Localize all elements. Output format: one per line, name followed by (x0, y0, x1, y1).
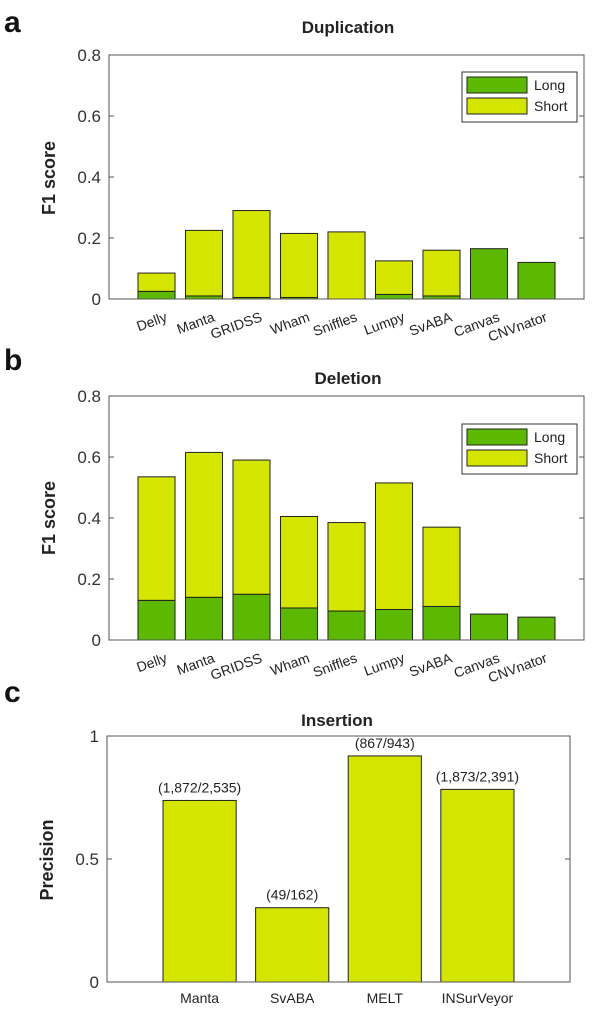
y-tick-label: 0.6 (77, 448, 101, 467)
data-label-insurveyor: (1,873/2,391) (436, 768, 519, 784)
x-tick-label-manta: Manta (180, 990, 219, 1006)
legend-swatch-long (466, 428, 528, 446)
bar-short-svaba (422, 526, 461, 607)
data-label-manta: (1,872/2,535) (158, 779, 241, 795)
x-tick-label-gridss: GRIDSS (208, 650, 264, 683)
bar-long-delly (137, 290, 176, 300)
x-tick-label-delly: Delly (134, 309, 169, 335)
bar-short-svaba (422, 249, 461, 297)
chart-title-insertion: Insertion (301, 711, 373, 730)
y-tick-label: 0 (92, 631, 101, 650)
y-tick-label: 0.8 (77, 387, 101, 406)
bar-long-cnvnator (517, 261, 556, 300)
bar-long-canvas (469, 613, 509, 641)
y-tick-label: 1 (90, 727, 99, 746)
bar-short-wham (279, 515, 319, 609)
bar-manta (162, 799, 237, 983)
x-tick-label-insurveyor: INSurVeyor (442, 990, 514, 1006)
bar-long-manta (184, 596, 224, 641)
bar-long-svaba (422, 605, 461, 641)
x-tick-label-gridss: GRIDSS (208, 309, 264, 342)
bar-short-delly (137, 272, 176, 292)
bars-duplication (137, 210, 556, 300)
y-tick-label: 0 (92, 290, 101, 309)
axes-insertion: Manta SvABA MELT INSurVeyor 0 0.5 1 (75, 727, 571, 1006)
panel-letter-a: a (4, 6, 21, 39)
x-tick-label-sniffles: Sniffles (311, 309, 359, 340)
bar-short-sniffles (327, 231, 366, 300)
chart-title-duplication: Duplication (302, 18, 395, 37)
bar-short-sniffles (327, 522, 366, 612)
legend-deletion: Long Short (461, 423, 578, 475)
panel-letter-b: b (4, 344, 22, 377)
bar-svaba (255, 907, 330, 983)
y-tick-label: 0.8 (77, 46, 101, 65)
y-tick-label: 0.4 (77, 168, 101, 187)
panel-c-insertion: c Insertion Precision (1,872/2,535) (49/1… (4, 676, 571, 1006)
bar-long-sniffles (327, 610, 366, 641)
x-tick-label-lumpy: Lumpy (362, 650, 407, 679)
bar-long-lumpy (374, 293, 414, 300)
bar-short-gridss (232, 459, 271, 595)
bar-long-cnvnator (517, 616, 556, 641)
x-tick-label-svaba: SvABA (407, 649, 455, 679)
legend-label-long: Long (534, 77, 565, 93)
y-tick-label: 0.2 (77, 570, 101, 589)
bar-long-canvas (469, 248, 509, 300)
legend-label-short: Short (534, 450, 568, 466)
x-tick-label-wham: Wham (268, 309, 311, 338)
legend-duplication: Long Short (461, 71, 578, 123)
bar-long-gridss (232, 593, 271, 641)
data-label-melt: (867/943) (355, 735, 415, 751)
bar-short-manta (184, 229, 224, 297)
legend-swatch-short (466, 449, 528, 467)
y-axis-label-precision: Precision (37, 819, 57, 900)
legend-swatch-short (466, 97, 528, 115)
x-tick-label-svaba: SvABA (270, 990, 315, 1006)
legend-label-long: Long (534, 429, 565, 445)
bar-short-delly (137, 476, 176, 601)
y-tick-label: 0.4 (77, 509, 101, 528)
y-axis-label-duplication: F1 score (39, 141, 59, 215)
y-tick-label: 0 (90, 973, 99, 992)
bar-melt (347, 755, 422, 983)
data-label-svaba: (49/162) (266, 887, 318, 903)
y-axis-label-deletion: F1 score (39, 481, 59, 555)
bar-short-gridss (232, 210, 271, 298)
bar-insurveyor (440, 788, 515, 983)
bar-short-manta (184, 451, 224, 598)
legend-swatch-long (466, 76, 528, 94)
x-tick-label-melt: MELT (367, 990, 404, 1006)
bar-long-wham (279, 607, 319, 641)
bar-short-lumpy (374, 482, 414, 610)
bar-short-lumpy (374, 260, 414, 295)
bars-deletion (137, 451, 556, 641)
bars-insertion: (1,872/2,535) (49/162) (867/943) (1,873/2,3… (158, 735, 519, 983)
bar-short-wham (279, 232, 319, 298)
panel-letter-c: c (4, 676, 21, 709)
y-tick-label: 0.5 (75, 850, 99, 869)
chart-title-deletion: Deletion (314, 369, 381, 388)
bar-long-delly (137, 599, 176, 641)
y-tick-label: 0.6 (77, 107, 101, 126)
bar-long-lumpy (374, 609, 414, 641)
legend-label-short: Short (534, 98, 568, 114)
y-tick-label: 0.2 (77, 229, 101, 248)
x-tick-label-delly: Delly (134, 650, 169, 676)
x-tick-label-svaba: SvABA (407, 308, 455, 338)
x-tick-label-lumpy: Lumpy (362, 309, 407, 338)
x-tick-label-sniffles: Sniffles (311, 650, 359, 681)
x-tick-label-wham: Wham (268, 650, 311, 679)
